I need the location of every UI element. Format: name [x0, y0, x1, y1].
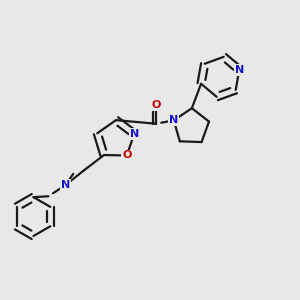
Text: N: N [169, 116, 178, 125]
Text: N: N [130, 129, 139, 139]
Text: N: N [235, 65, 244, 75]
Text: O: O [151, 100, 161, 110]
Text: N: N [61, 180, 70, 190]
Text: O: O [122, 150, 131, 161]
